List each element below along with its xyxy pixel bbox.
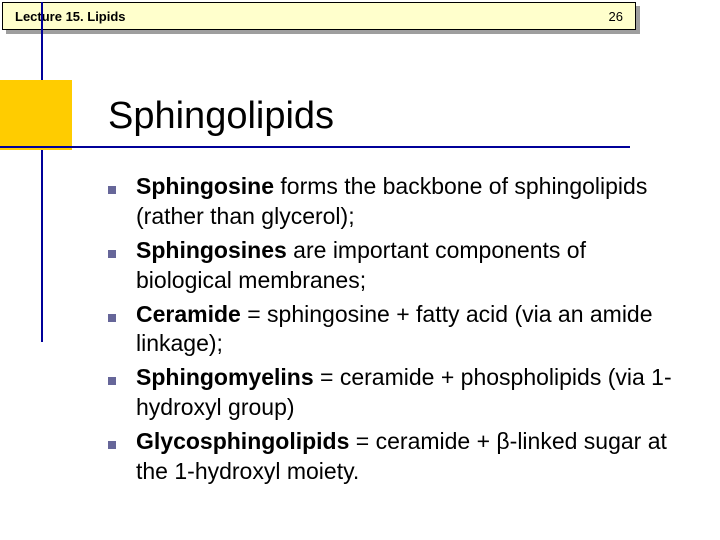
bullet-icon <box>108 314 116 322</box>
bullet-text: Glycosphingolipids = ceramide + β-linked… <box>136 427 678 487</box>
bullet-text: Sphingosine forms the backbone of sphing… <box>136 172 678 232</box>
list-item: Glycosphingolipids = ceramide + β-linked… <box>108 427 678 487</box>
bullet-text: Ceramide = sphingosine + fatty acid (via… <box>136 300 678 360</box>
slide-title: Sphingolipids <box>108 95 334 138</box>
bullet-icon <box>108 250 116 258</box>
list-item: Sphingosine forms the backbone of sphing… <box>108 172 678 232</box>
bullet-bold: Glycosphingolipids <box>136 428 349 454</box>
horizontal-rule <box>0 146 630 148</box>
list-item: Sphingomyelins = ceramide + phospholipid… <box>108 363 678 423</box>
bullet-icon <box>108 377 116 385</box>
bullet-text: Sphingomyelins = ceramide + phospholipid… <box>136 363 678 423</box>
bullet-list: Sphingosine forms the backbone of sphing… <box>108 172 678 491</box>
list-item: Ceramide = sphingosine + fatty acid (via… <box>108 300 678 360</box>
accent-block <box>0 80 72 150</box>
bullet-icon <box>108 441 116 449</box>
list-item: Sphingosines are important components of… <box>108 236 678 296</box>
bullet-bold: Sphingomyelins <box>136 364 314 390</box>
header-title: Lecture 15. Lipids <box>15 9 126 24</box>
bullet-bold: Sphingosines <box>136 237 287 263</box>
header-page-number: 26 <box>609 9 623 24</box>
bullet-bold: Sphingosine <box>136 173 274 199</box>
header-bar: Lecture 15. Lipids 26 <box>2 2 636 30</box>
bullet-icon <box>108 186 116 194</box>
vertical-rule <box>41 2 43 342</box>
bullet-bold: Ceramide <box>136 301 241 327</box>
bullet-text: Sphingosines are important components of… <box>136 236 678 296</box>
